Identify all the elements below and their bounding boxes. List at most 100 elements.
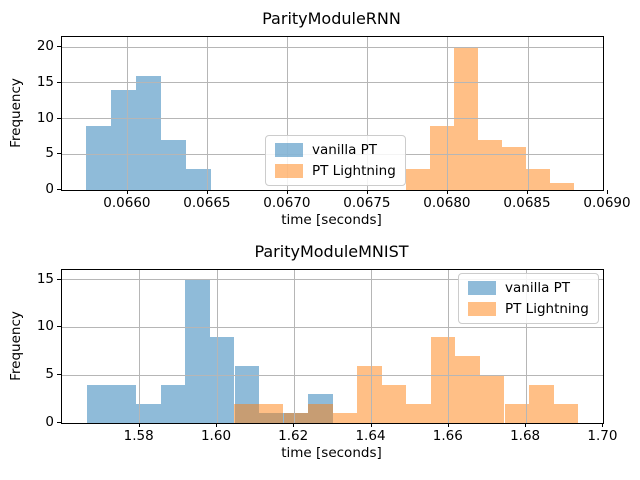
histogram-bar [455,356,480,423]
gridline [62,46,603,48]
x-tick-label: 1.62 [278,428,309,444]
legend: vanilla PT PT Lightning [265,135,406,186]
histogram-bar [111,384,137,423]
histogram-bar [283,413,309,423]
histogram-bar [185,279,210,423]
y-tick-mark [57,81,61,83]
legend-entry: vanilla PT [275,142,396,158]
x-tick-label: 1.60 [200,428,232,444]
gridline [62,326,603,328]
histogram-bar [209,336,235,423]
y-tick-label: 10 [36,318,54,335]
gridline [448,270,450,423]
y-tick-mark [57,278,61,280]
x-tick-mark [607,190,608,194]
x-tick-mark [447,423,449,427]
x-tick-mark [206,190,208,194]
y-tick-mark [57,374,61,376]
gridline [293,270,295,423]
x-tick-mark [216,423,217,427]
gridline [62,374,603,376]
x-tick-mark [293,423,295,427]
gridline [207,37,209,190]
histogram-bar [258,403,284,423]
legend-swatch [468,281,496,295]
gridline [62,82,603,84]
histogram-bar [185,168,211,190]
gridline [525,270,527,423]
x-tick-label: 1.64 [355,428,386,444]
histogram-bar [430,336,456,423]
y-tick-label: 5 [45,145,54,162]
gridline [527,37,529,190]
legend-entry: vanilla PT [468,280,589,296]
chart-title: ParityModuleRNN [262,9,401,28]
histogram-bar [85,125,111,190]
x-tick-label: 1.70 [587,428,618,444]
x-tick-label: 1.58 [123,428,154,444]
gridline [287,37,289,190]
chart-parity-module-rnn: ParityModuleRNN Frequency time [seconds]… [8,9,631,228]
histogram-bar [136,403,161,423]
histogram-bar [308,403,333,423]
x-tick-label: 1.68 [510,428,541,444]
x-tick-label: 0.0660 [103,195,151,211]
histogram-bar [550,182,574,190]
legend-entry: PT Lightning [468,301,589,317]
x-tick-label: 1.66 [432,428,463,444]
gridline [62,279,603,281]
y-tick-mark [57,189,61,190]
histogram-bar [406,168,430,190]
legend-entry: PT Lightning [275,163,396,179]
histogram-bar [87,384,112,423]
x-tick-label: 0.0690 [583,195,631,211]
gridline [367,37,369,190]
y-tick-mark [57,422,61,423]
legend-label: vanilla PT [312,142,378,158]
legend-swatch [275,164,303,178]
x-tick-mark [126,190,128,194]
y-tick-label: 0 [45,414,54,430]
histogram-bar [160,384,186,423]
legend: vanilla PT PT Lightning [458,273,599,324]
histogram-bar [478,140,502,190]
legend-swatch [468,302,496,316]
x-tick-label: 0.0680 [423,195,471,211]
histogram-bar [234,403,259,423]
y-tick-label: 15 [36,270,54,287]
histogram-bar [529,384,554,423]
x-tick-label: 0.0675 [343,195,391,211]
legend-swatch [275,143,303,157]
x-tick-mark [286,190,288,194]
histogram-bar [504,403,530,423]
y-tick-label: 15 [36,73,54,90]
histogram-bar [553,403,579,423]
gridline [127,37,129,190]
histogram-bar [332,413,358,423]
gridline [602,270,603,423]
gridline [216,270,218,423]
histogram-bar [381,384,407,423]
gridline [371,270,372,423]
histogram-bar [160,140,186,190]
chart-parity-module-mnist: ParityModuleMNIST Frequency time [second… [0,240,640,480]
gridline [62,118,603,119]
x-tick-mark [370,423,372,427]
y-tick-mark [57,117,61,119]
y-tick-label: 5 [45,366,54,383]
x-axis-label: time [seconds] [281,445,382,461]
histogram-bar [479,375,505,423]
gridline [447,37,449,190]
histogram-bar [430,125,454,190]
legend-label: PT Lightning [505,301,589,317]
x-tick-mark [138,423,140,427]
histogram-bar [110,89,136,190]
histogram-bar [526,168,550,190]
chart-title: ParityModuleMNIST [254,242,409,261]
y-tick-label: 10 [36,109,54,126]
y-tick-label: 20 [36,38,54,54]
legend-label: vanilla PT [505,280,571,296]
x-tick-mark [446,190,448,194]
y-tick-mark [57,153,61,155]
x-tick-label: 0.0685 [503,195,551,211]
